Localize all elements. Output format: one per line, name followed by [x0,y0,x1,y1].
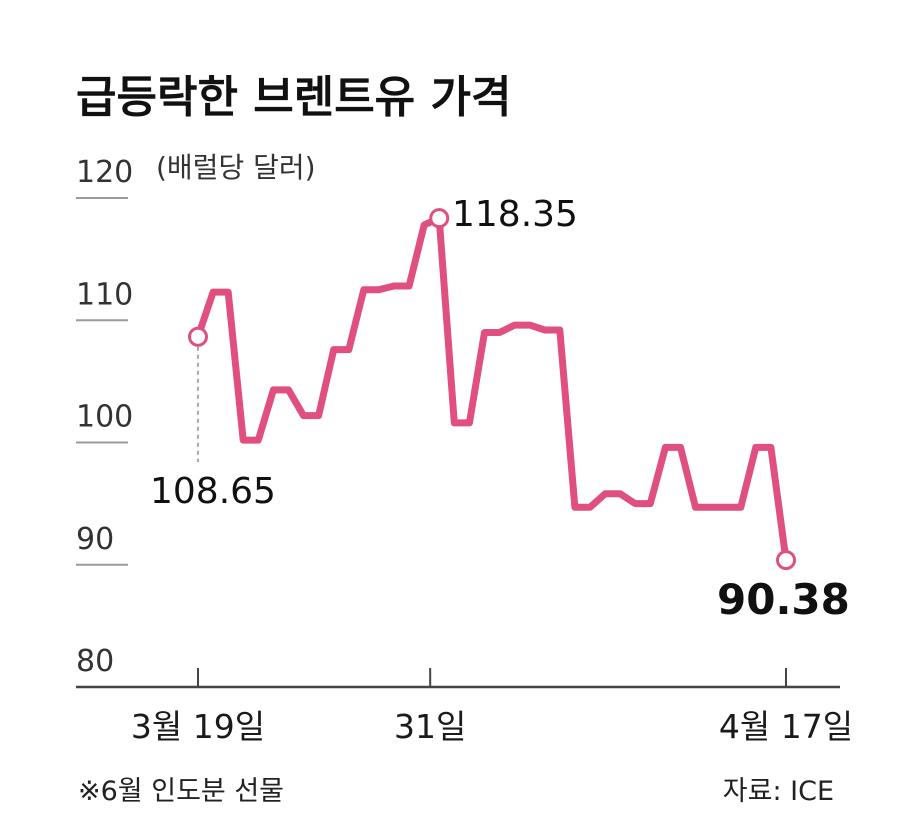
unit-label: (배럴당 달러) [156,151,316,184]
series-line-brent [194,214,790,564]
y-tick-label: 110 [76,277,133,312]
y-tick-label: 80 [76,644,114,679]
chart-title: 급등락한 브렌트유 가격 [76,72,511,123]
y-axis: 120 110 100 90 80 [76,155,133,679]
footnote: ※6월 인도분 선물 [78,776,284,807]
annotation-peak-value: 118.35 [452,194,578,235]
x-tick-label: 31일 [394,707,466,746]
y-tick-label: 90 [76,522,114,557]
marker-peak [429,208,450,229]
x-axis-ticks: 3월 19일 31일 4월 17일 [131,668,853,746]
y-tick-label: 120 [76,155,133,190]
annotation-end-value: 90.38 [717,575,850,624]
source-label: 자료: ICE [723,776,834,807]
y-tick-label: 100 [76,400,133,435]
annotation-start-value: 108.65 [150,471,276,512]
x-tick-label: 3월 19일 [131,707,265,746]
marker-start [188,326,208,347]
x-tick-label: 4월 17일 [719,707,853,746]
marker-end [776,550,796,571]
